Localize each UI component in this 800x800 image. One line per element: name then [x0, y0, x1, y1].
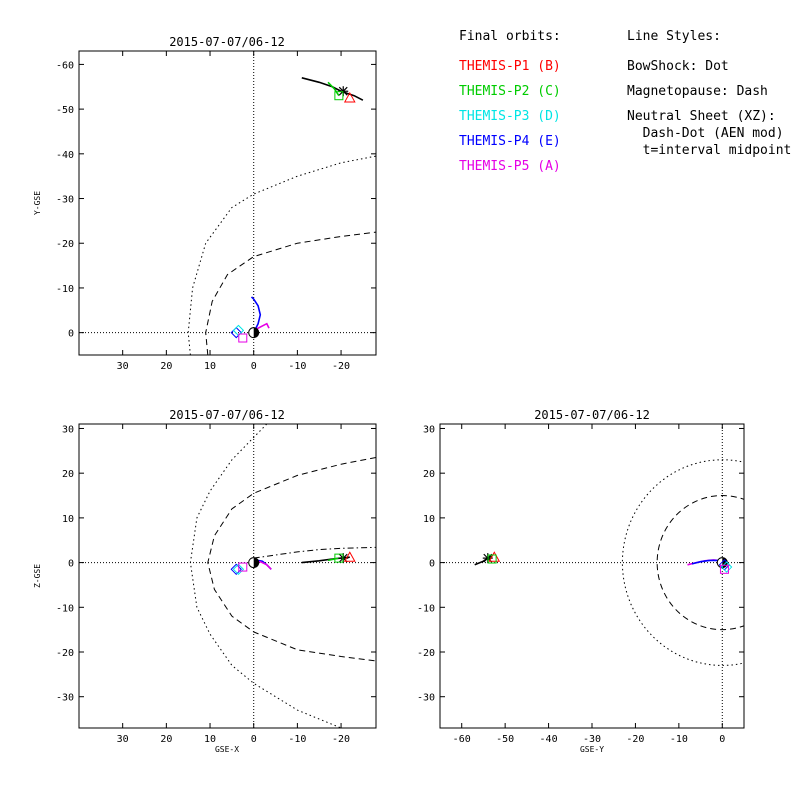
marker-square [487, 554, 497, 564]
marker-diamond [230, 326, 242, 339]
ytick-label: -40 [56, 150, 74, 161]
panel-xz-xlabel: GSE-X [215, 745, 239, 754]
ytick-label: 0 [68, 329, 74, 340]
xtick-label: 0 [251, 734, 257, 745]
panel-xz-frame [78, 423, 377, 729]
series-bowshock [189, 424, 342, 728]
xtick-label: 30 [117, 734, 129, 745]
panel-xy-ylabel: Y-GSE [33, 191, 42, 215]
series-p2-orbit [327, 557, 340, 562]
ytick-label: -30 [417, 693, 435, 704]
xtick-label: 20 [160, 734, 172, 745]
series-magnetopause [207, 457, 376, 662]
xtick-label: 30 [117, 361, 129, 372]
panel-xy-plot: 30 20 10 0 -10 -20 0 -10 -20 -30 -40 -50 -60 [56, 51, 376, 372]
panel-xy-title: 2015-07-07/06-12 [169, 35, 285, 49]
series-magnetopause [656, 495, 744, 631]
xtick-label: -60 [453, 734, 471, 745]
legend-orbit-p4: THEMIS-P4 (E) [459, 134, 561, 149]
legend-style-midpoint: t=interval midpoint [627, 143, 791, 158]
plot-body [474, 459, 744, 666]
ytick-label: 20 [423, 469, 435, 480]
xtick-label: -10 [288, 734, 306, 745]
panel-yz-title: 2015-07-07/06-12 [534, 408, 650, 422]
marker-triangle [488, 551, 501, 562]
ytick-label: -20 [56, 648, 74, 659]
ytick-label: 10 [62, 514, 74, 525]
ytick-label: -10 [56, 603, 74, 614]
ytick-label: 0 [429, 559, 435, 570]
xtick-label: 0 [719, 734, 725, 745]
legend-style-neutral-sheet: Neutral Sheet (XZ): [627, 109, 776, 124]
ytick-label: -10 [417, 603, 435, 614]
xtick-label: -20 [332, 734, 350, 745]
earth-night-side [253, 327, 259, 338]
ytick-label: -30 [56, 195, 74, 206]
marker-square [334, 553, 344, 563]
legend-styles: Line Styles: BowShock: Dot Magnetopause:… [627, 29, 791, 158]
legend-styles-title: Line Styles: [627, 29, 721, 44]
series-bowshock [187, 155, 376, 355]
legend-orbit-p1: THEMIS-P1 (B) [459, 59, 561, 74]
panel-xz-title: 2015-07-07/06-12 [169, 408, 285, 422]
marker-triangle [343, 551, 356, 562]
xtick-label: 20 [160, 361, 172, 372]
xtick-label: 10 [204, 361, 216, 372]
xtick-label: -20 [626, 734, 644, 745]
ytick-label: -20 [417, 648, 435, 659]
panel-xy: 2015-07-07/06-12 Y-GSE 30 20 10 0 -10 -20 0 -10… [33, 35, 377, 372]
ytick-label: 0 [68, 559, 74, 570]
panel-xz: 2015-07-07/06-12 Z-GSE GSE-X 30 20 10 0 -10 -… [33, 408, 377, 754]
marker-triangle [343, 91, 356, 103]
series-p1-orbit [301, 77, 364, 101]
panel-yz-plot: -60 -50 -40 -30 -20 -10 0 -30 -20 -10 0 10 20 30 [417, 424, 744, 745]
marker-square [719, 564, 729, 574]
ytick-label: 30 [62, 424, 74, 435]
panel-xz-plot: 30 20 10 0 -10 -20 -30 -20 -10 0 10 20 30 [56, 424, 376, 745]
marker-diamond [232, 563, 245, 576]
series-magnetopause [205, 231, 376, 355]
legend-style-bowshock: BowShock: Dot [627, 59, 729, 74]
series-bowshock [621, 459, 744, 666]
ytick-label: -30 [56, 693, 74, 704]
plot-body [187, 77, 376, 355]
ytick-label: 10 [423, 514, 435, 525]
panel-yz: 2015-07-07/06-12 GSE-Y -60 -50 -40 -30 -20 -1… [417, 408, 745, 754]
series-neutral-sheet [253, 546, 376, 559]
legend-orbit-p3: THEMIS-P3 (D) [459, 109, 561, 124]
marker-diamond [230, 563, 242, 576]
ytick-label: 30 [423, 424, 435, 435]
legend-style-aen: Dash-Dot (AEN mod) [627, 126, 784, 141]
xtick-label: -50 [496, 734, 514, 745]
ytick-label: -20 [56, 239, 74, 250]
marker-square [238, 562, 248, 572]
ytick-label: -50 [56, 105, 74, 116]
legend-orbits: Final orbits: THEMIS-P1 (B) THEMIS-P2 (C… [459, 29, 561, 174]
xtick-label: -10 [288, 361, 306, 372]
earth-night-side [253, 557, 259, 568]
legend-style-magnetopause: Magnetopause: Dash [627, 84, 768, 99]
panel-xy-frame [78, 50, 377, 356]
panel-xz-ylabel: Z-GSE [33, 564, 42, 588]
ytick-label: 20 [62, 469, 74, 480]
xtick-label: -10 [670, 734, 688, 745]
xtick-label: -40 [540, 734, 558, 745]
legend-orbit-p2: THEMIS-P2 (C) [459, 84, 561, 99]
xtick-label: -20 [332, 361, 350, 372]
legend-orbits-title: Final orbits: [459, 29, 561, 44]
panel-yz-xlabel: GSE-Y [580, 745, 604, 754]
ytick-label: -60 [56, 60, 74, 71]
legend-orbit-p5: THEMIS-P5 (A) [459, 159, 561, 174]
series-p2-orbit [327, 81, 340, 97]
series-p4-orbit [250, 296, 262, 333]
ytick-label: -10 [56, 284, 74, 295]
xtick-label: 0 [251, 361, 257, 372]
marker-square [238, 333, 248, 343]
xtick-label: 10 [204, 734, 216, 745]
xtick-label: -30 [583, 734, 601, 745]
marker-square [334, 91, 344, 101]
panel-yz-frame [439, 423, 745, 729]
plot-body [189, 424, 376, 728]
